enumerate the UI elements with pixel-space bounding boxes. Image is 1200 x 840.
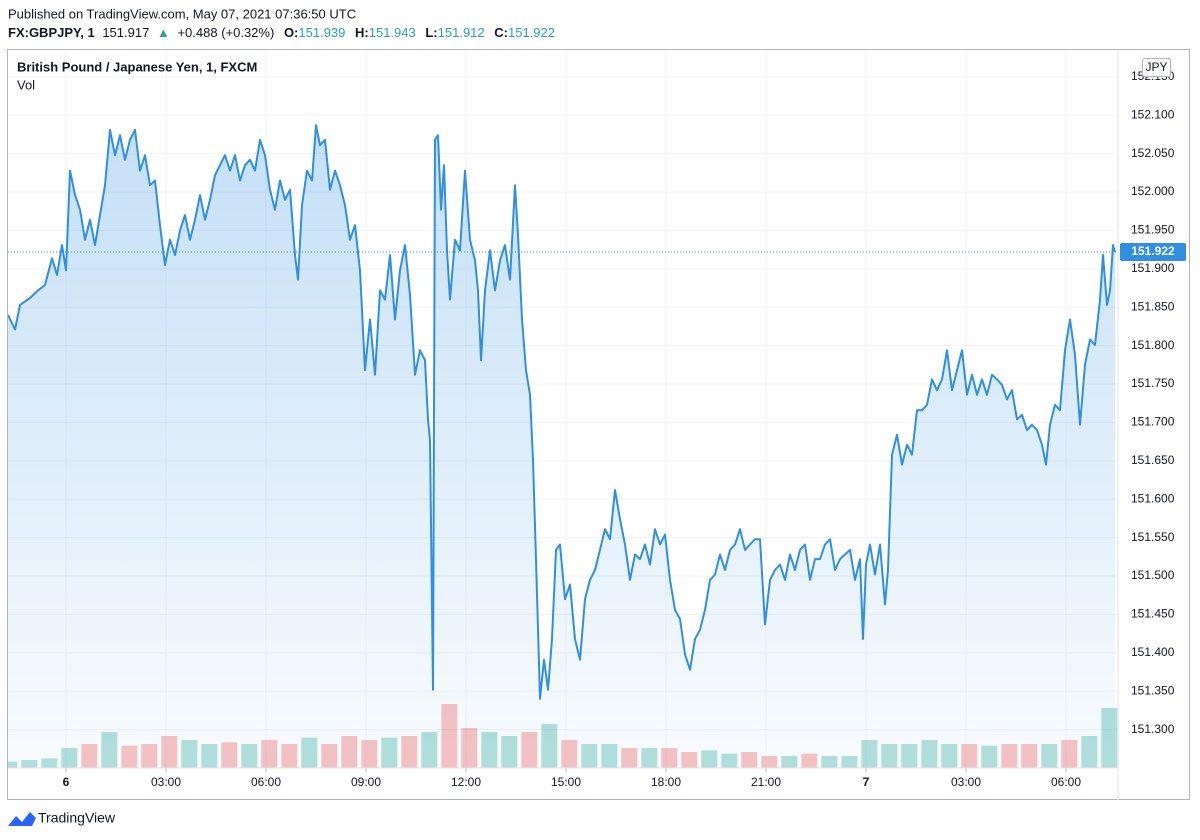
currency-badge [1142,58,1171,77]
close: 151.922 [508,25,555,40]
y-tick-label: 151.550 [1131,530,1175,544]
footer-brand: TradingView [38,810,116,826]
y-tick-label: 152.100 [1131,107,1175,121]
x-tick-label: 06:00 [1051,775,1081,789]
x-tick-label: 21:00 [751,775,781,789]
x-tick-label: 03:00 [951,775,981,789]
chart-frame [7,49,1190,800]
change: +0.488 (+0.32%) [177,25,274,40]
last-price-box [1120,242,1186,261]
y-tick-label: 151.700 [1131,415,1175,429]
y-tick-label: 151.900 [1131,261,1175,275]
y-tick-label: 151.800 [1131,338,1175,352]
arrow: ▲ [157,25,170,40]
y-tick-label: 151.400 [1131,645,1175,659]
published-note: Published on TradingView.com, May 07, 20… [8,6,356,21]
x-tick-label: 7 [863,775,870,789]
footer-logo [8,812,36,826]
open-label: O: [284,25,298,40]
y-tick-label: 151.300 [1131,722,1175,736]
high: 151.943 [369,25,416,40]
y-tick-label: 151.750 [1131,376,1175,390]
y-tick-label: 151.350 [1131,683,1175,697]
series-legend: British Pound / Japanese Yen, 1, FXCM [17,59,257,74]
x-tick-label: 03:00 [151,775,181,789]
y-tick-label: 151.650 [1131,453,1175,467]
y-tick-label: 151.850 [1131,299,1175,313]
y-tick-label: 151.450 [1131,607,1175,621]
close-label: C: [494,25,508,40]
low: 151.912 [438,25,485,40]
logo-icon [8,812,36,826]
price-area [8,125,1115,768]
y-tick-label: 151.600 [1131,491,1175,505]
y-tick-label: 152.050 [1131,146,1175,160]
x-tick-label: 18:00 [651,775,681,789]
symbol-line: FX:GBPJPY, 1 151.917 ▲ +0.488 (+0.32%) O… [8,25,555,40]
high-label: H: [355,25,369,40]
y-tick-label: 151.950 [1131,223,1175,237]
currency: JPY [1145,60,1167,74]
y-tick-label: 151.500 [1131,568,1175,582]
symbol: FX:GBPJPY, 1 [8,25,95,40]
x-tick-label: 15:00 [551,775,581,789]
x-tick-label: 12:00 [451,775,481,789]
y-tick-label: 152.000 [1131,184,1175,198]
last-price-label: 151.922 [1131,244,1175,258]
low-label: L: [425,25,437,40]
price-line [8,124,1116,700]
open: 151.939 [298,25,345,40]
x-tick-label: 06:00 [251,775,281,789]
price: 151.917 [102,25,149,40]
x-tick-label: 6 [63,775,70,789]
x-tick-label: 09:00 [351,775,381,789]
volume-legend: Vol [17,77,35,92]
